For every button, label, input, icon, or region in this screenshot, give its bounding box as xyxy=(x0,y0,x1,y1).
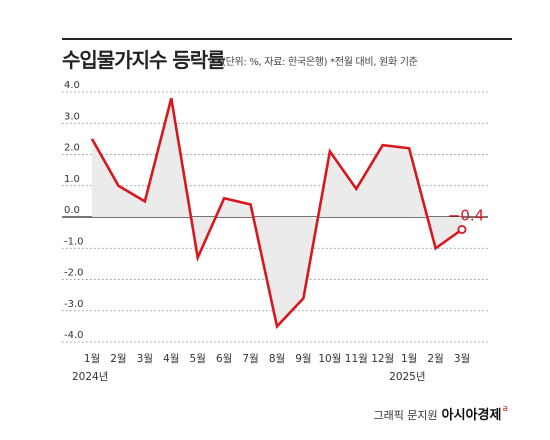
x-tick-label: 10월 xyxy=(318,353,341,365)
line-layer xyxy=(90,97,463,330)
area-layer xyxy=(92,98,462,327)
last-value-label: −0.4 xyxy=(448,207,484,225)
y-tick-label: 1.0 xyxy=(64,174,80,185)
year-label: 2025년 xyxy=(389,371,425,383)
credit-text: 그래픽 문지원 xyxy=(373,409,438,422)
y-tick-label: 2.0 xyxy=(64,143,80,154)
y-tick-label: 4.0 xyxy=(64,80,80,91)
x-tick-label: 9월 xyxy=(295,353,311,365)
tick-layer: 4.0 3.0 2.0 1.0 0.0 -1.0 -2.0 -3.0 -4.0 1월 2월 3월 4월 5… xyxy=(64,80,470,383)
x-tick-label: 1월 xyxy=(84,353,100,365)
x-tick-label: 8월 xyxy=(269,353,285,365)
x-tick-label: 2월 xyxy=(110,353,126,365)
x-tick-label: 7월 xyxy=(242,353,258,365)
x-tick-label: 11월 xyxy=(345,353,368,365)
x-tick-label: 5월 xyxy=(190,353,206,365)
brand-mark-icon: a xyxy=(502,404,508,414)
x-tick-label: 3월 xyxy=(454,353,470,365)
chart-subtitle: (단위: %, 자료: 한국은행) *전월 대비, 원화 기준 xyxy=(222,57,418,68)
series-line xyxy=(90,97,463,330)
area-fill xyxy=(92,98,462,327)
x-tick-label: 4월 xyxy=(163,353,179,365)
top-rule xyxy=(62,38,512,40)
x-tick-label: 3월 xyxy=(137,353,153,365)
y-tick-label: 3.0 xyxy=(64,111,80,122)
brand-logo: 아시아경제 xyxy=(441,408,502,423)
last-point-marker xyxy=(457,224,467,234)
y-tick-label: -2.0 xyxy=(64,268,84,279)
x-tick-label: 1월 xyxy=(401,353,417,365)
credit: 그래픽 문지원 아시아경제a xyxy=(373,404,508,423)
x-tick-label: 6월 xyxy=(216,353,232,365)
y-tick-label: -3.0 xyxy=(64,299,84,310)
y-tick-label: 0.0 xyxy=(64,205,80,216)
x-tick-label: 2월 xyxy=(427,353,443,365)
annotation-layer: −0.4 xyxy=(448,207,484,234)
chart-title: 수입물가지수 등락률 xyxy=(62,48,226,72)
year-label: 2024년 xyxy=(72,371,108,383)
y-tick-label: -1.0 xyxy=(64,236,84,247)
y-tick-label: -4.0 xyxy=(64,330,84,341)
x-tick-label: 12월 xyxy=(371,353,394,365)
